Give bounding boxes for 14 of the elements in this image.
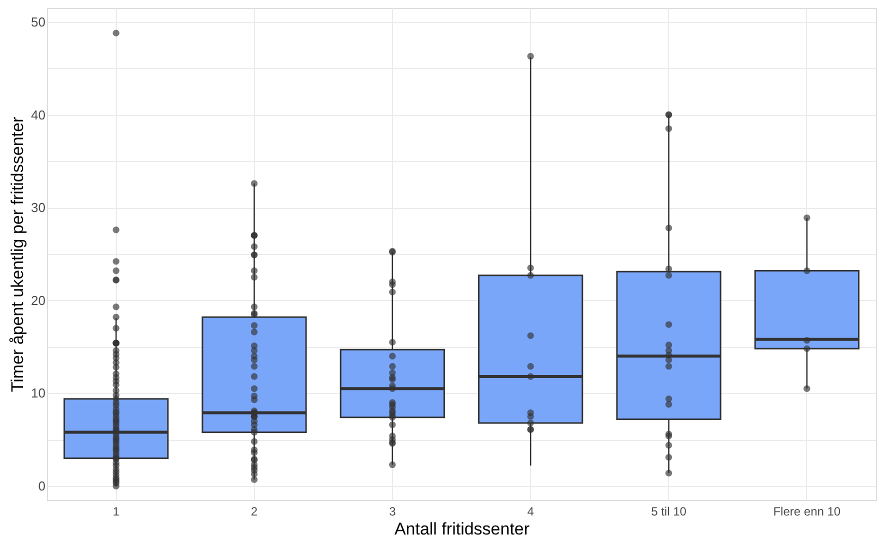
x-tick-label: 4 (527, 504, 534, 518)
y-tick-label: 40 (31, 107, 46, 122)
x-tick-label: 1 (112, 504, 120, 518)
y-axis-title: Timer åpent ukentlig per fritidssenter (8, 116, 28, 392)
y-tick-label: 30 (31, 200, 46, 216)
y-tick-label: 10 (31, 386, 46, 401)
y-tick-label: 20 (31, 292, 46, 308)
x-tick-label: 5 til 10 (651, 504, 687, 518)
x-tick-label: Flere enn 10 (773, 504, 841, 518)
x-axis-title: Antall fritidssenter (394, 520, 530, 538)
x-tick-label: 3 (389, 504, 396, 518)
x-tick-label: 2 (250, 504, 258, 518)
y-tick-label: 0 (38, 478, 46, 494)
y-tick-label: 50 (31, 14, 46, 30)
